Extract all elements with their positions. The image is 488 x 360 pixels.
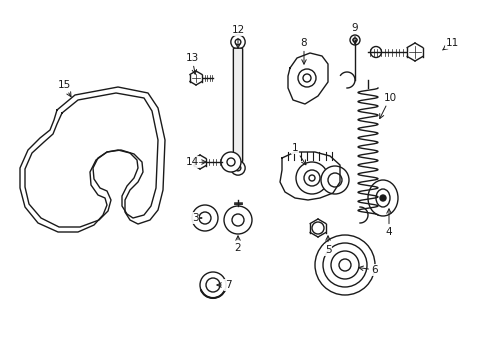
- Text: 4: 4: [385, 209, 391, 237]
- Circle shape: [205, 278, 220, 292]
- Text: 11: 11: [442, 38, 458, 50]
- Ellipse shape: [375, 189, 389, 207]
- Circle shape: [338, 259, 350, 271]
- Circle shape: [235, 39, 241, 45]
- Ellipse shape: [367, 180, 397, 216]
- Text: 14: 14: [185, 157, 206, 167]
- Circle shape: [304, 170, 319, 186]
- Circle shape: [224, 206, 251, 234]
- Circle shape: [379, 195, 385, 201]
- Text: 9: 9: [351, 23, 358, 44]
- Circle shape: [311, 222, 324, 234]
- Text: 6: 6: [358, 265, 378, 275]
- Circle shape: [192, 205, 218, 231]
- Text: 2: 2: [234, 236, 241, 253]
- Circle shape: [370, 46, 381, 58]
- Text: 10: 10: [379, 93, 396, 118]
- Circle shape: [330, 251, 358, 279]
- Circle shape: [303, 74, 310, 82]
- Circle shape: [226, 158, 235, 166]
- Circle shape: [349, 35, 359, 45]
- Text: 12: 12: [231, 25, 244, 48]
- Circle shape: [231, 214, 244, 226]
- Circle shape: [320, 166, 348, 194]
- Circle shape: [323, 243, 366, 287]
- Circle shape: [230, 35, 244, 49]
- Circle shape: [297, 69, 315, 87]
- Text: 1: 1: [291, 143, 305, 165]
- Circle shape: [235, 165, 241, 171]
- Text: 13: 13: [185, 53, 198, 74]
- Text: 15: 15: [57, 80, 71, 97]
- Circle shape: [200, 272, 225, 298]
- Circle shape: [199, 212, 210, 224]
- Circle shape: [314, 235, 374, 295]
- Circle shape: [295, 162, 327, 194]
- Text: 5: 5: [324, 236, 331, 255]
- Circle shape: [352, 38, 356, 42]
- Circle shape: [221, 152, 241, 172]
- FancyBboxPatch shape: [233, 48, 242, 162]
- Text: 3: 3: [191, 213, 201, 223]
- Text: 7: 7: [216, 280, 231, 290]
- Circle shape: [230, 161, 244, 175]
- Text: 8: 8: [300, 38, 306, 64]
- Circle shape: [308, 175, 314, 181]
- Circle shape: [327, 173, 341, 187]
